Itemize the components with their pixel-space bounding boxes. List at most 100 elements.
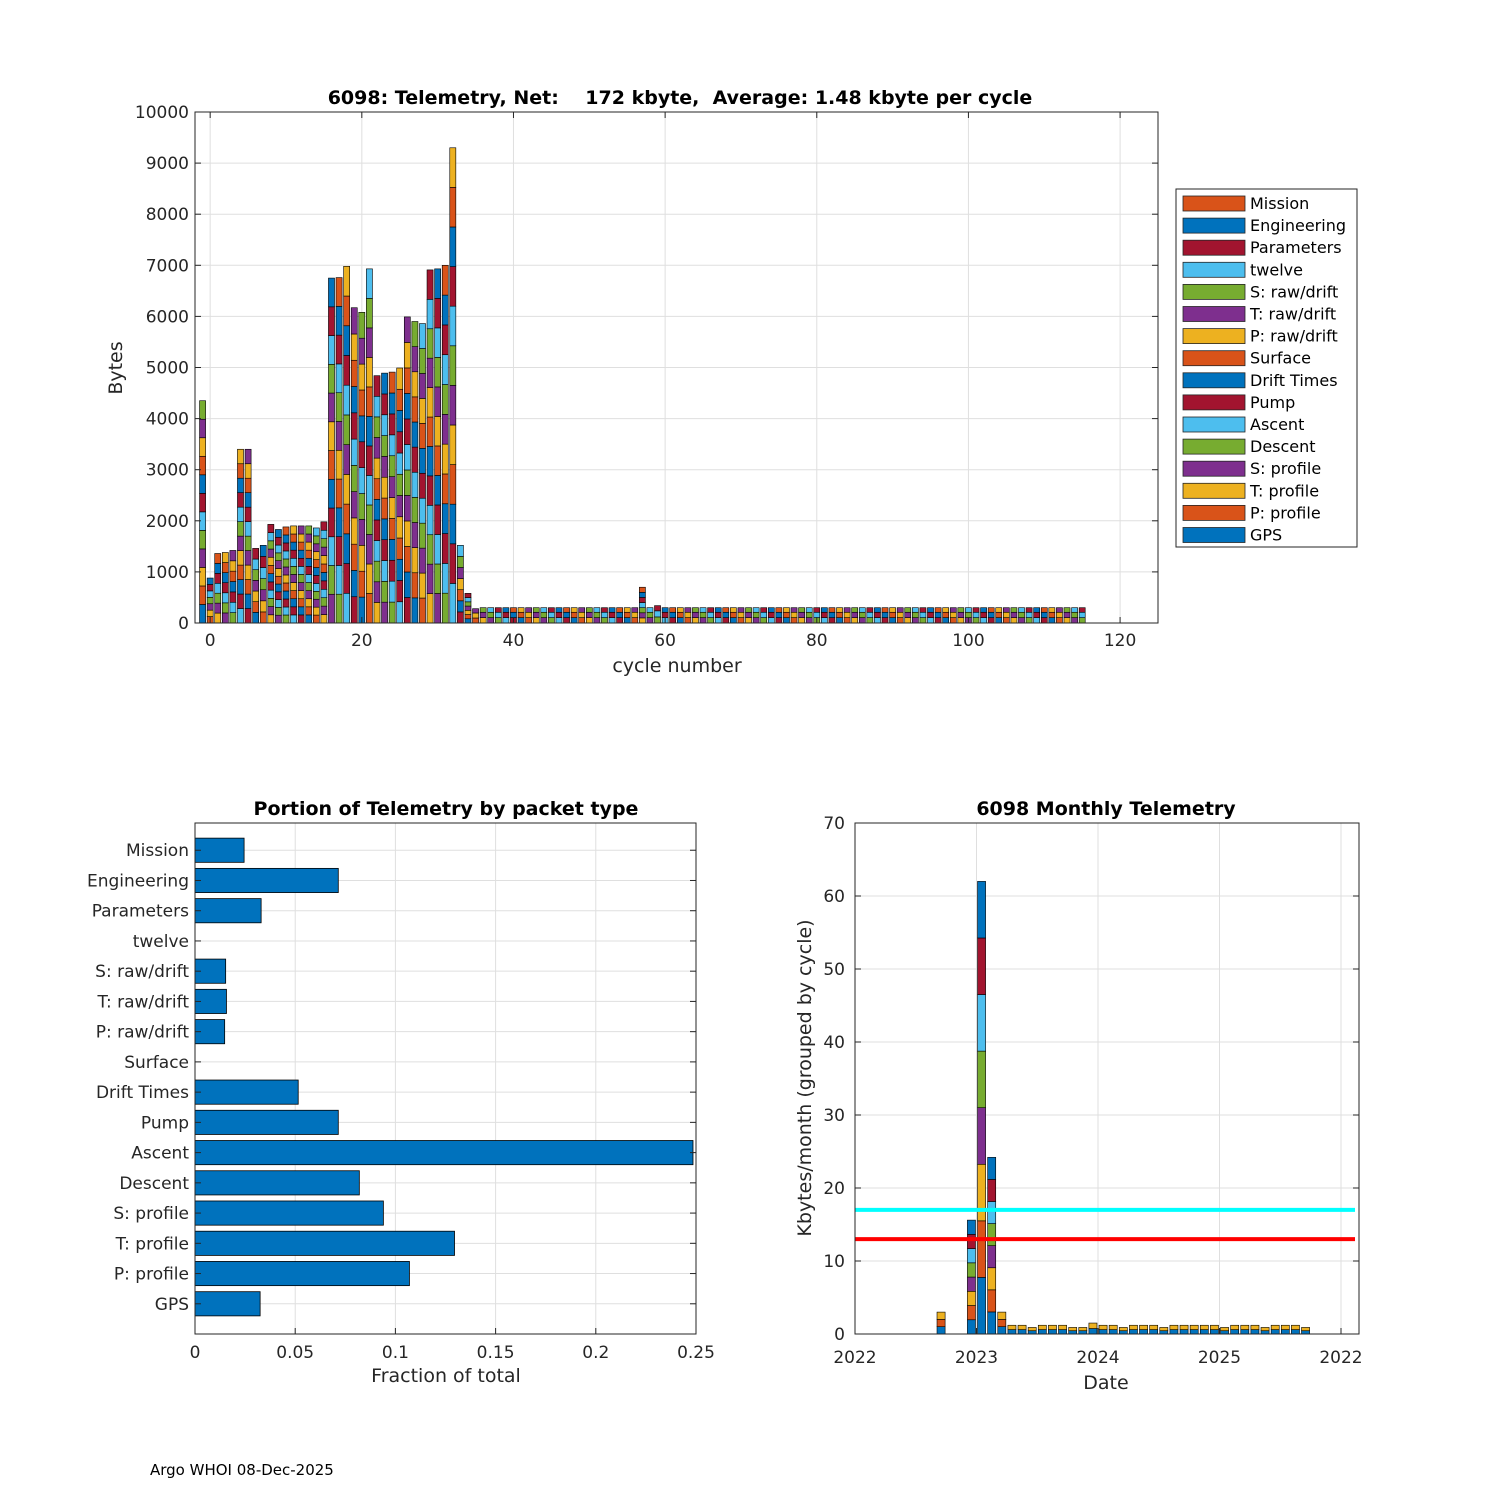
monthly-xtick-label: 2025 [1198,1348,1241,1368]
fraction-bar [194,1170,360,1196]
top-bar-segment [290,541,297,551]
top-bar-segment [904,607,912,613]
top-bar-segment [297,574,305,583]
top-bar-segment [403,520,411,547]
top-ytick-label: 2000 [146,512,189,532]
top-chart-legend: Mission Engineering Parameters twelve S: raw… [1175,188,1358,548]
top-bar-segment [366,563,373,594]
top-bar-segment [449,464,457,505]
top-bar-segment [1040,617,1048,624]
monthly-bar-segment [1270,1329,1280,1335]
fraction-bar [194,1109,339,1135]
monthly-bar-segment [967,1276,976,1292]
top-bar-segment [828,607,836,613]
top-bar-segment [244,521,252,537]
fraction-bar [194,837,245,863]
monthly-stacked-bar [1230,1324,1240,1335]
top-bar-segment [244,492,252,508]
top-stacked-bar [608,607,616,624]
top-bar-segment [221,552,229,563]
top-bar-segment [214,612,222,624]
top-stacked-bar [851,607,859,624]
top-stacked-bar [259,545,267,624]
top-bar-segment [252,569,259,581]
top-bar-segment [206,577,214,585]
top-bar-segment [350,333,358,361]
top-stacked-bar [646,607,654,624]
top-bar-segment [312,591,320,600]
top-bar-segment [517,607,525,613]
top-bar-segment [366,504,373,535]
top-bar-segment [381,476,388,499]
top-bar-segment [297,582,305,591]
top-stacked-bar [1056,607,1063,624]
top-bar-segment [214,602,222,614]
top-bar-segment [760,617,768,624]
top-bar-segment [237,550,244,566]
top-bar-segment [312,551,320,560]
top-bar-segment [798,617,805,624]
monthly-xtick-label: 2024 [1076,1348,1119,1368]
top-bar-segment [358,415,366,443]
top-bar-segment [328,593,335,624]
top-bar-segment [851,607,859,613]
top-bar-segment [237,506,244,522]
top-bar-segment [479,607,487,613]
top-bar-segment [730,611,737,618]
top-bar-segment [896,607,904,613]
top-bar-segment [366,268,373,299]
top-bar-segment [745,611,752,618]
top-bar-segment [244,579,252,595]
top-bar-segment [290,582,297,591]
monthly-stacked-bar [987,1157,997,1335]
top-bar-segment [927,611,934,618]
top-bar-segment [396,473,404,496]
top-bar-segment [305,533,313,543]
monthly-bar-segment [1260,1327,1270,1332]
top-bar-segment [229,601,237,613]
top-bar-segment [1010,617,1018,624]
top-bar-segment [388,413,396,436]
top-stacked-bar [214,553,222,624]
top-bar-segment [275,536,282,546]
top-bar-segment [358,337,366,365]
top-bar-segment [464,601,472,607]
top-bar-segment [608,607,616,613]
top-bar-segment [305,557,313,567]
fraction-bar [194,1230,455,1256]
top-bar-segment [1025,617,1033,624]
top-bar-segment [593,611,601,618]
monthly-stacked-bar [1139,1324,1148,1335]
top-bar-segment [221,562,229,573]
fraction-bar [194,1261,410,1287]
top-bar-segment [297,541,305,551]
top-bar-segment [555,607,563,613]
top-bar-segment [441,264,449,296]
top-bar-segment [919,617,927,624]
top-bar-segment [692,611,699,618]
top-bar-segment [616,611,623,618]
top-bar-segment [1048,607,1056,613]
monthly-bar-segment [967,1234,976,1249]
fraction-category-label: Parameters [92,902,189,922]
top-bar-segment [358,545,366,572]
top-bar-segment [297,614,305,624]
legend-swatch [1182,416,1246,433]
top-bar-segment [631,611,639,618]
monthly-stacked-bar [1118,1327,1128,1335]
legend-swatch [1182,394,1246,411]
top-bar-segment [464,593,472,598]
top-bar-segment [942,607,950,613]
top-bar-segment [343,295,350,327]
top-bar-segment [449,187,457,228]
top-stacked-bar [881,607,889,624]
top-bar-segment [457,545,464,557]
top-bar-segment [403,597,411,624]
legend-swatch [1182,217,1246,234]
top-bar-segment [494,617,502,624]
top-bar-segment [752,611,760,618]
top-bar-segment [199,474,206,494]
top-stacked-bar [1033,607,1041,624]
top-bar-segment [388,539,396,561]
top-bar-segment [244,477,252,493]
